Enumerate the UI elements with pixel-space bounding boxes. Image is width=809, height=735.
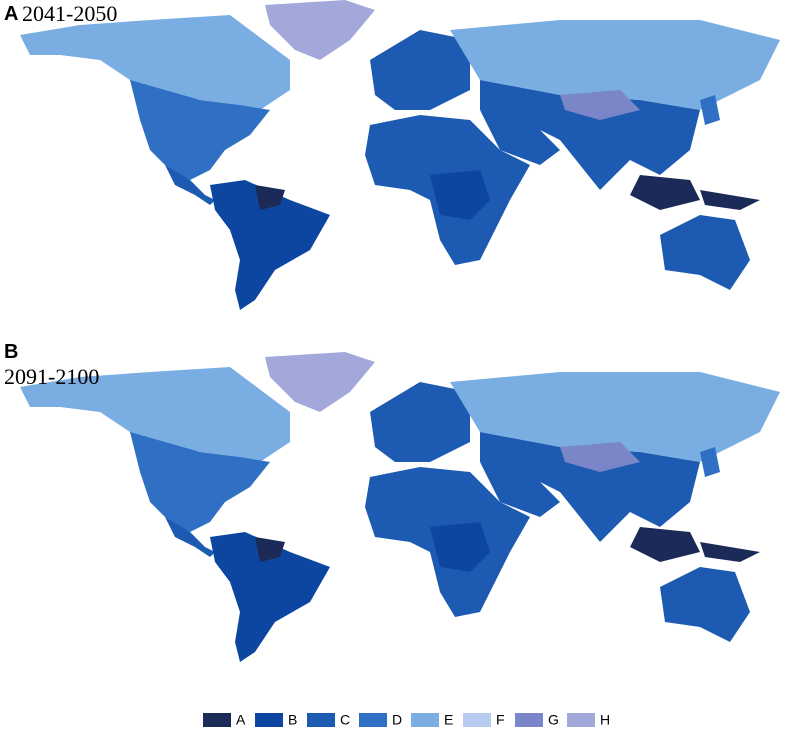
panel-label: B	[4, 341, 18, 363]
legend-swatch	[359, 713, 387, 727]
legend-swatch	[255, 713, 283, 727]
legend-label: B	[288, 712, 297, 728]
legend: A B C D E F G H	[203, 712, 610, 728]
legend-swatch	[515, 713, 543, 727]
legend-swatch	[203, 713, 231, 727]
map-panel-b	[20, 352, 780, 662]
period-label: 2091-2100	[4, 364, 99, 389]
legend-swatch	[463, 713, 491, 727]
legend-label: A	[236, 712, 246, 728]
legend-label: C	[340, 712, 350, 728]
legend-label: E	[444, 712, 453, 728]
panel-label: A	[4, 3, 18, 25]
legend-swatch	[307, 713, 335, 727]
map-panel-a	[20, 0, 780, 310]
legend-label: H	[600, 712, 610, 728]
legend-swatch	[411, 713, 439, 727]
legend-label: G	[548, 712, 559, 728]
legend-label: F	[496, 712, 505, 728]
period-label: 2041-2050	[22, 1, 117, 26]
legend-label: D	[392, 712, 402, 728]
legend-swatch	[567, 713, 595, 727]
